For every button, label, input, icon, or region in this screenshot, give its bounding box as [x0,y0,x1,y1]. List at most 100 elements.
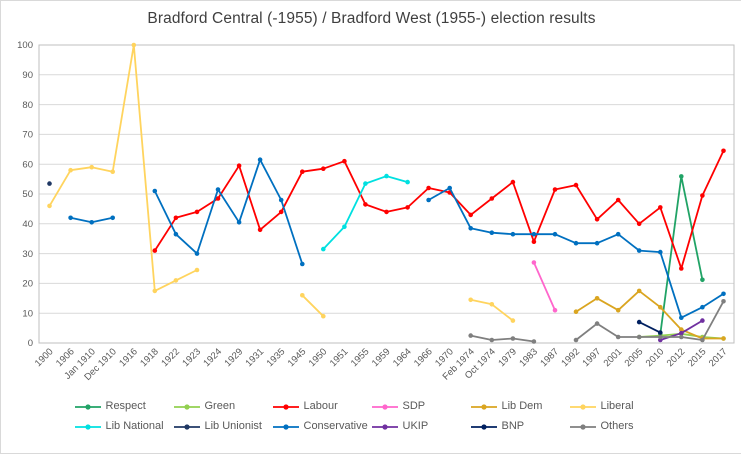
data-point-marker [510,336,516,341]
data-point-marker [447,185,453,191]
x-tick-label: 2010 [644,346,667,369]
data-point-marker [679,330,684,336]
y-tick-label: 90 [22,70,33,81]
data-point-marker [679,315,684,321]
x-tick-label: 1987 [538,346,561,369]
data-point-marker [573,240,579,246]
x-tick-label: 1955 [349,346,372,369]
data-point-marker [700,277,705,283]
series-bnp [636,319,663,335]
data-point-marker [278,197,284,203]
x-tick-label: 1959 [370,346,393,369]
data-point-marker [89,164,94,170]
legend-swatch-respect [74,403,101,410]
legend-swatch-bnp [470,423,497,430]
x-tick-label: 2017 [707,346,730,369]
data-point-marker [489,302,495,307]
legend-swatch-lib-national [74,423,101,430]
data-point-marker [110,169,115,174]
data-point-marker [68,167,73,173]
data-point-marker [405,179,410,185]
data-point-marker [510,231,516,237]
legend-label: Lib Dem [501,400,543,412]
series-line [575,290,725,340]
data-point-marker [636,288,642,294]
legend-item-bnp: BNP [470,419,570,434]
legend-swatch-ukip [371,423,398,430]
legend-item-green: Green [173,399,273,414]
data-point-marker [700,337,705,343]
legend-swatch-marker [480,423,487,430]
data-point-marker [468,333,474,338]
data-point-marker [679,266,684,271]
x-tick-label: 1900 [33,346,56,369]
legend-label: Liberal [600,400,634,412]
legend-item-ukip: UKIP [371,419,471,434]
data-point-marker [278,209,284,215]
legend-swatch-marker [183,403,190,410]
data-point-marker [636,334,642,340]
data-point-marker [594,217,600,222]
y-gridlines [39,44,734,344]
y-tick-label: 50 [22,189,33,200]
legend-label: Labour [303,400,338,412]
y-tick-label: 20 [22,279,33,290]
legend-swatch-lib-dem [470,403,497,410]
data-point-marker [152,288,158,294]
data-point-marker [468,297,474,303]
x-tick-label: 1997 [580,346,603,369]
legend-item-liberal: Liberal [569,399,669,414]
data-point-marker [573,337,579,343]
data-point-marker [615,307,621,313]
data-point-marker [342,224,347,230]
data-point-marker [47,181,52,186]
x-tick-label: 1923 [180,346,203,369]
legend-swatch-marker [480,403,487,410]
legend-swatch-sdp [371,403,398,410]
data-point-marker [384,209,389,215]
legend-swatch-marker [579,423,586,430]
data-point-marker [531,260,537,265]
legend-item-sdp: SDP [371,399,471,414]
data-point-marker [300,169,305,174]
data-point-marker [700,304,705,310]
data-point-marker [721,299,726,304]
data-point-marker [300,293,305,298]
data-point-marker [700,318,705,323]
x-tick-label: 1979 [496,346,519,369]
data-point-marker [679,327,684,332]
series-lib-dem [573,288,726,341]
data-point-marker [194,267,200,273]
data-point-marker [363,181,368,186]
data-point-marker [321,313,326,319]
data-point-marker [152,188,158,194]
data-point-marker [110,215,115,221]
data-point-marker [300,261,305,267]
legend-swatch-marker [579,403,586,410]
data-point-marker [68,215,73,221]
legend-swatch-marker [84,423,91,430]
data-point-marker [152,248,158,253]
legend-label: Conservative [303,420,368,432]
legend-swatch-marker [282,403,289,410]
data-point-marker [363,202,368,207]
x-tick-label: 1945 [286,346,309,369]
data-point-marker [384,173,389,179]
chart-legend: Respect Green Labour SDP Lib Dem Liberal Lib N… [1,399,741,434]
data-point-marker [531,339,537,344]
x-tick-label: 1983 [517,346,540,369]
x-tick-label: 2015 [686,346,709,369]
data-point-marker [573,182,579,188]
legend-label: Respect [105,400,146,412]
data-point-marker [426,185,431,191]
x-tick-label: 2012 [665,346,688,369]
data-point-marker [236,220,242,225]
legend-swatch-conservative [272,423,299,430]
x-tick-label: 1966 [412,346,435,369]
legend-label: SDP [402,400,426,412]
data-point-marker [257,157,263,162]
series-labour [152,148,726,271]
x-tick-label: 2005 [623,346,646,369]
